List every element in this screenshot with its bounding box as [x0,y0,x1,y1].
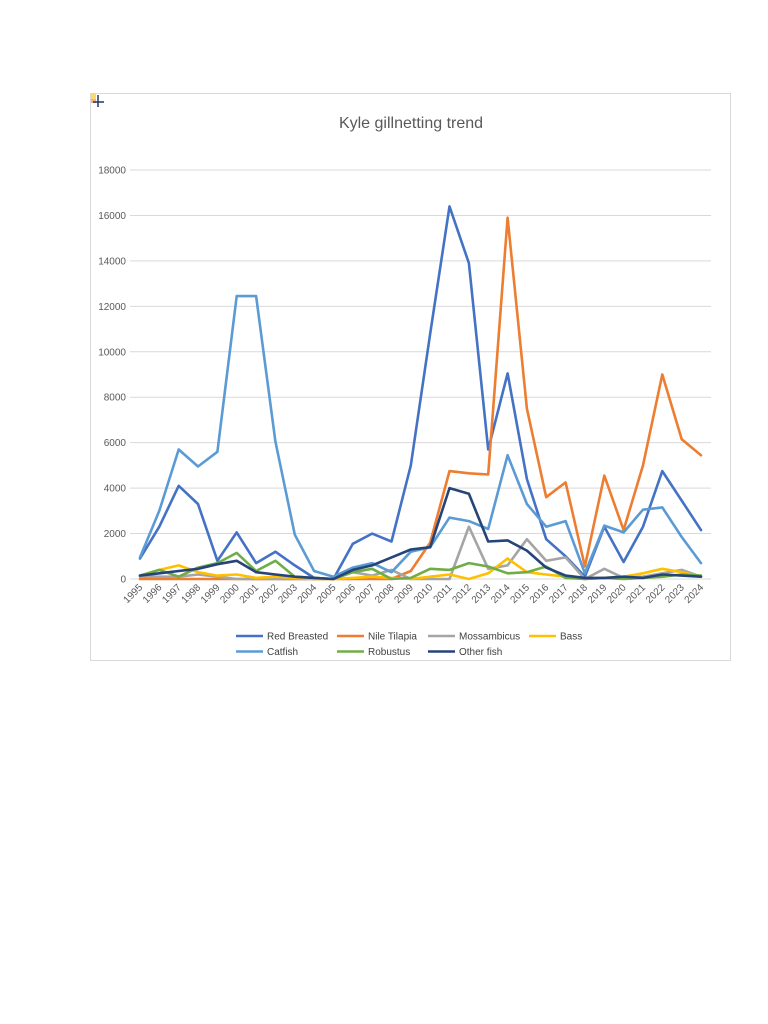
legend-label: Mossambicus [459,632,520,643]
x-tick-label: 2006 [334,582,358,606]
x-tick-label: 2013 [470,582,494,606]
series-line-catfish [138,294,703,579]
x-tick-label: 2018 [567,582,591,606]
x-tick-label: 1995 [122,582,146,606]
legend-label: Robustus [368,647,410,658]
y-tick-label: 18000 [98,166,126,177]
chart-title: Kyle gillnetting trend [339,115,483,132]
legend-label: Bass [560,632,582,643]
x-tick-label: 2002 [257,582,281,606]
y-tick-label: 0 [120,575,126,586]
y-tick-label: 12000 [98,302,126,313]
x-tick-label: 2016 [528,582,552,606]
x-tick-label: 2011 [432,582,455,605]
x-tick-label: 2022 [644,582,668,606]
x-tick-label: 1996 [141,582,165,606]
y-tick-label: 14000 [98,256,126,267]
y-tick-label: 10000 [98,347,126,358]
x-tick-label: 2007 [354,582,378,606]
legend-label: Other fish [459,647,502,658]
x-tick-label: 1997 [160,582,184,606]
x-tick-label: 2017 [547,582,571,606]
x-tick-label: 2000 [218,582,242,606]
x-tick-label: 2004 [296,582,320,606]
x-tick-label: 2020 [605,582,629,606]
anchor-icon [91,94,104,107]
x-tick-label: 1998 [180,582,204,606]
x-tick-label: 2014 [489,582,513,606]
x-tick-label: 2024 [683,582,707,606]
x-tick-label: 2008 [373,582,397,606]
series-line-other-fish [138,486,703,581]
x-tick-label: 2015 [509,582,533,606]
x-tick-label: 2012 [450,582,474,606]
x-tick-label: 2003 [276,582,300,606]
legend-label: Catfish [267,647,298,658]
x-tick-label: 2019 [586,582,610,606]
x-tick-label: 2023 [663,582,687,606]
x-tick-label: 2001 [238,582,262,606]
legend-label: Nile Tilapia [368,632,417,643]
x-tick-label: 2010 [412,582,436,606]
x-tick-label: 1999 [199,582,223,606]
y-tick-label: 8000 [104,393,127,404]
x-tick-label: 2005 [315,582,339,606]
x-tick-label: 2009 [392,582,416,606]
y-tick-label: 4000 [104,484,127,495]
y-tick-label: 2000 [104,529,127,540]
y-tick-label: 16000 [98,211,126,222]
series-line-red-breasted [138,205,703,581]
x-tick-label: 2021 [625,582,649,606]
chart-frame [90,93,731,661]
y-tick-label: 6000 [104,438,127,449]
legend-label: Red Breasted [267,632,328,643]
